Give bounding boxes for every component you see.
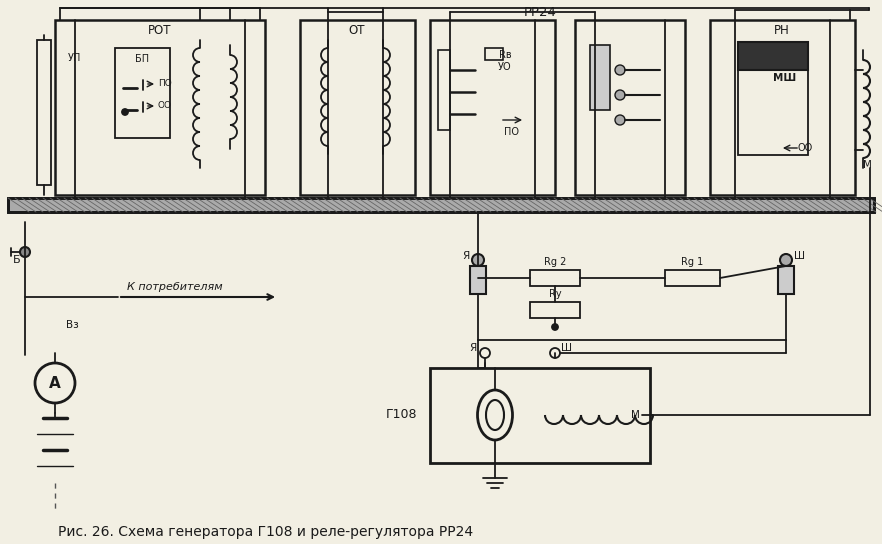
Text: ОО: ОО: [797, 143, 812, 153]
Circle shape: [615, 65, 625, 75]
Text: Ш: Ш: [795, 251, 805, 261]
Bar: [8, 198, 874, 212]
Text: ПО: ПО: [158, 79, 172, 89]
Text: УП: УП: [68, 53, 82, 63]
Text: Ш: Ш: [562, 343, 572, 353]
Text: ОО: ОО: [158, 102, 172, 110]
Bar: [438, 50, 450, 130]
Text: Г108: Г108: [386, 409, 418, 422]
Circle shape: [552, 324, 558, 330]
Text: МШ: МШ: [774, 73, 796, 83]
Circle shape: [615, 115, 625, 125]
Text: А: А: [49, 375, 61, 391]
Text: Rg 2: Rg 2: [544, 257, 566, 267]
Text: ОТ: ОТ: [348, 24, 365, 38]
Bar: [430, 20, 555, 195]
Text: РР24: РР24: [524, 7, 557, 20]
Circle shape: [472, 254, 484, 266]
Bar: [485, 48, 503, 60]
Text: Я: Я: [462, 251, 469, 261]
Text: М: М: [863, 160, 871, 170]
Text: Rв: Rв: [498, 50, 512, 60]
Text: УО: УО: [498, 62, 512, 72]
Circle shape: [20, 247, 30, 257]
Bar: [55, 20, 265, 195]
Bar: [590, 45, 610, 110]
Text: Rg 1: Rg 1: [681, 257, 703, 267]
Bar: [778, 266, 794, 294]
Bar: [470, 266, 486, 294]
Bar: [710, 20, 855, 195]
Bar: [430, 368, 650, 463]
Bar: [8, 198, 874, 212]
Text: БП: БП: [135, 54, 149, 64]
Bar: [738, 70, 808, 155]
Circle shape: [122, 109, 128, 115]
Bar: [115, 48, 170, 138]
Bar: [738, 42, 808, 70]
Text: РОТ: РОТ: [148, 24, 172, 38]
Text: ПО: ПО: [505, 127, 519, 137]
Text: РН: РН: [774, 24, 790, 38]
Circle shape: [780, 254, 792, 266]
Text: М: М: [631, 410, 639, 420]
Bar: [575, 20, 685, 195]
Text: К потребителям: К потребителям: [127, 282, 223, 292]
Bar: [37, 40, 51, 185]
Bar: [665, 270, 720, 286]
Circle shape: [615, 90, 625, 100]
Bar: [300, 20, 415, 195]
Text: Рис. 26. Схема генератора Г108 и реле-регулятора РР24: Рис. 26. Схема генератора Г108 и реле-ре…: [58, 525, 473, 539]
Text: Rу: Rу: [549, 289, 561, 299]
Text: Я: Я: [469, 343, 476, 353]
Text: Вз: Вз: [65, 320, 78, 330]
Bar: [530, 270, 580, 286]
Text: Б: Б: [13, 255, 21, 265]
Bar: [530, 302, 580, 318]
